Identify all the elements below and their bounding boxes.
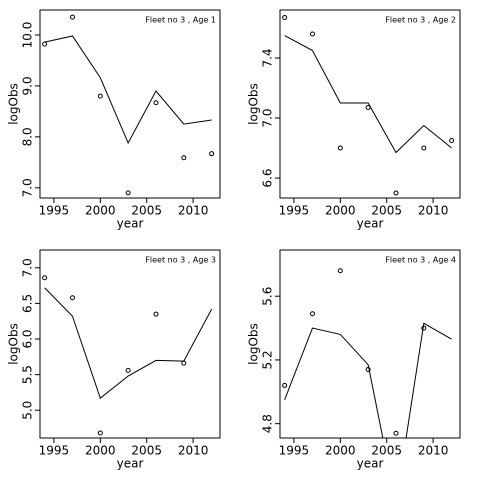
plot-frame: [279, 249, 461, 439]
x-axis-label: year: [117, 217, 144, 231]
plot-area: [42, 14, 215, 196]
panel-title: Fleet no 3 , Age 4: [385, 256, 456, 265]
y-tick-label: 6.0: [21, 329, 35, 348]
observed-point: [153, 311, 159, 317]
y-tick-label: 7.0: [21, 178, 35, 197]
plot-area: [42, 275, 213, 436]
plot-frame: [39, 9, 221, 199]
observed-point: [42, 41, 48, 47]
observed-point: [153, 100, 159, 106]
x-axis-label: year: [357, 457, 384, 471]
observed-point: [125, 367, 131, 373]
observed-point: [125, 190, 131, 196]
observed-point: [421, 145, 427, 151]
observed-point: [337, 145, 343, 151]
observed-point: [365, 366, 371, 372]
x-tick-label: 2010: [418, 444, 449, 458]
observed-point: [393, 190, 399, 196]
x-tick-label: 2000: [85, 444, 116, 458]
observed-point: [97, 430, 103, 436]
y-axis-label: logObs: [247, 83, 261, 125]
observed-point: [42, 275, 48, 281]
x-tick-label: 1995: [279, 444, 310, 458]
observed-point: [282, 15, 288, 21]
x-tick-label: 2005: [131, 444, 162, 458]
plot-area: [282, 268, 452, 438]
observed-point: [69, 295, 75, 301]
y-tick-label: 8.0: [21, 127, 35, 146]
x-tick-label: 1995: [39, 444, 70, 458]
y-tick-label: 7.4: [261, 48, 275, 67]
panel: Fleet no 3 , Age 2 year logObs 1995 2000 2005…: [247, 9, 461, 231]
observed-point: [209, 151, 215, 157]
y-tick-label: 5.0: [21, 401, 35, 420]
y-tick-label: 5.2: [261, 350, 275, 369]
y-tick-label: 4.8: [261, 414, 275, 433]
fitted-line: [284, 35, 452, 154]
y-tick-label: 5.6: [261, 287, 275, 306]
y-tick-label: 6.6: [261, 168, 275, 187]
x-axis-label: year: [357, 217, 384, 231]
observed-point: [337, 268, 343, 274]
fitted-line: [44, 287, 213, 399]
y-tick-label: 10.0: [21, 22, 35, 49]
x-tick-label: 2000: [85, 204, 116, 218]
observed-point: [282, 382, 288, 388]
y-tick-label: 7.0: [261, 108, 275, 127]
panel-title: Fleet no 3 , Age 2: [385, 16, 456, 25]
plot-frame: [39, 249, 221, 439]
x-axis-label: year: [117, 457, 144, 471]
observed-point: [309, 311, 315, 317]
observed-point: [69, 14, 75, 20]
observed-point: [309, 31, 315, 37]
panel-title: Fleet no 3 , Age 3: [145, 256, 216, 265]
plot-frame: [279, 9, 461, 199]
panel: Fleet no 3 , Age 4 year logObs 1995 2000 2005…: [247, 249, 461, 471]
x-tick-label: 1995: [39, 204, 70, 218]
x-tick-label: 2005: [131, 204, 162, 218]
fitted-line: [44, 35, 212, 145]
observed-point: [393, 430, 399, 436]
observed-point: [181, 360, 187, 366]
y-tick-label: 6.5: [21, 294, 35, 313]
observed-point: [181, 155, 187, 161]
x-tick-label: 2010: [178, 444, 209, 458]
panel: Fleet no 3 , Age 3 year logObs 1995 2000 2005…: [7, 249, 221, 471]
y-tick-label: 7.0: [21, 258, 35, 277]
x-tick-label: 2010: [418, 204, 449, 218]
x-tick-label: 2005: [371, 204, 402, 218]
y-axis-label: logObs: [247, 323, 261, 365]
plot-area: [282, 15, 455, 196]
x-tick-label: 2000: [325, 204, 356, 218]
x-tick-label: 1995: [279, 204, 310, 218]
fitted-line: [284, 322, 452, 438]
y-tick-label: 9.0: [21, 76, 35, 95]
y-axis-label: logObs: [7, 323, 21, 365]
observed-point: [449, 138, 455, 144]
panel: Fleet no 3 , Age 1 year logObs 1995 2000 2005…: [7, 9, 221, 231]
x-tick-label: 2010: [178, 204, 209, 218]
panel-title: Fleet no 3 , Age 1: [145, 16, 216, 25]
observed-point: [97, 93, 103, 99]
y-axis-label: logObs: [7, 83, 21, 125]
x-tick-label: 2005: [371, 444, 402, 458]
y-tick-label: 5.5: [21, 365, 35, 384]
x-tick-label: 2000: [325, 444, 356, 458]
